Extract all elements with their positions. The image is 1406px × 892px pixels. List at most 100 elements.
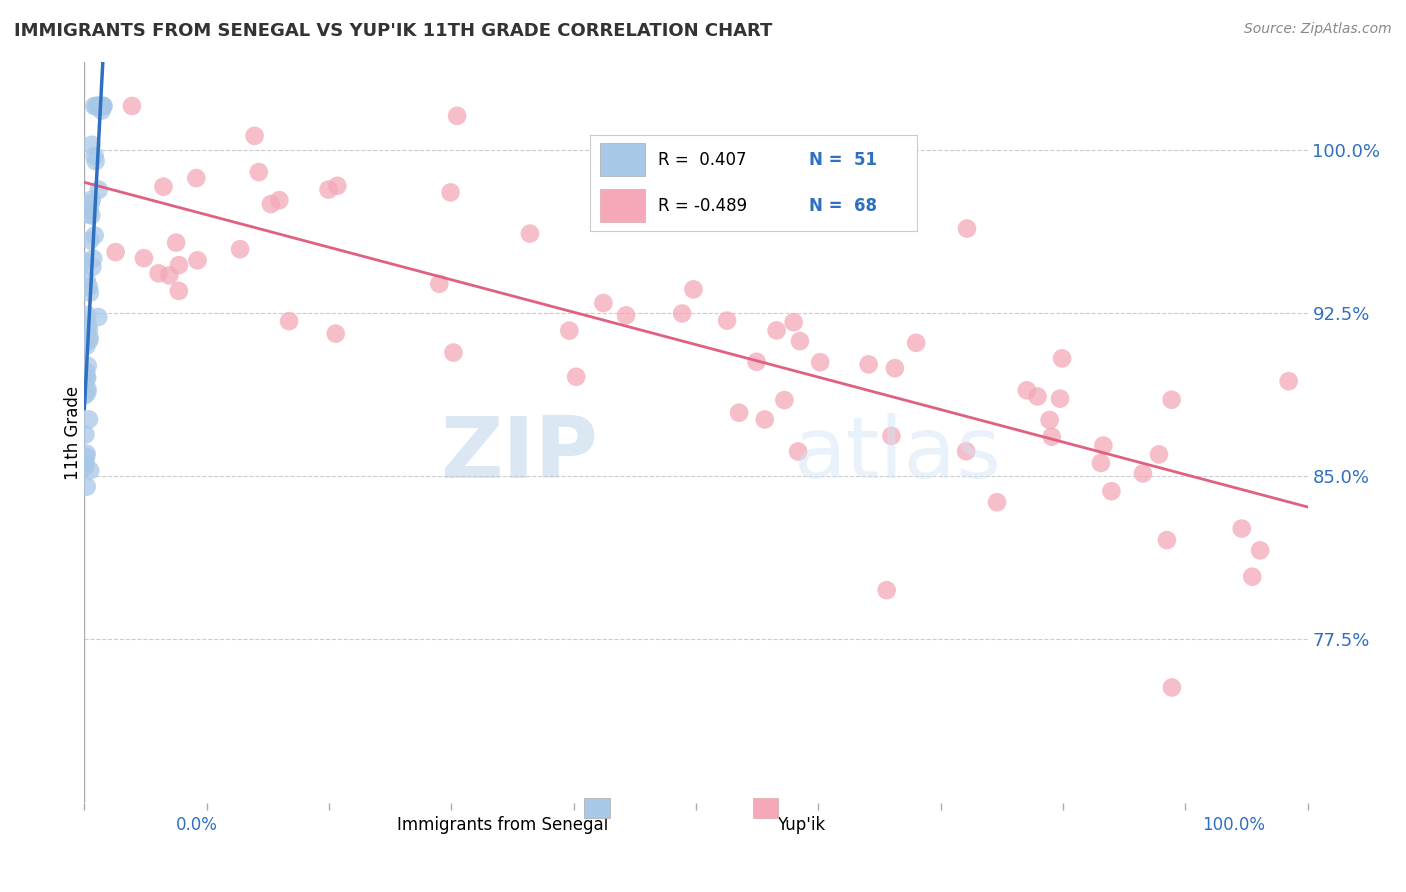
Point: [79, 234, 101, 248]
Point: [671, 306, 693, 320]
Point: [148, 266, 170, 280]
Point: [76, 273, 98, 287]
Point: [1132, 467, 1154, 481]
Point: [1092, 438, 1115, 452]
Point: [121, 99, 143, 113]
Point: [955, 444, 977, 458]
Point: [77, 207, 100, 221]
Point: [592, 296, 614, 310]
Point: [90, 99, 112, 113]
Point: [167, 284, 190, 298]
Point: [439, 186, 461, 200]
Bar: [599, 144, 645, 176]
Point: [1156, 533, 1178, 547]
Point: [1050, 351, 1073, 366]
Point: [82, 260, 104, 274]
Text: 0.0%: 0.0%: [176, 816, 218, 834]
Y-axis label: 11th Grade: 11th Grade: [63, 385, 82, 480]
Text: Immigrants from Senegal: Immigrants from Senegal: [396, 816, 607, 834]
Point: [782, 315, 804, 329]
Point: [624, 186, 647, 200]
Text: N =  68: N = 68: [808, 196, 877, 215]
Point: [80, 137, 103, 152]
Point: [519, 227, 541, 241]
Text: ZIP: ZIP: [440, 413, 598, 496]
Point: [1161, 681, 1184, 695]
Text: 100.0%: 100.0%: [1202, 816, 1265, 834]
Point: [1026, 389, 1049, 403]
Point: [79, 463, 101, 477]
Point: [80, 209, 103, 223]
Point: [75, 456, 97, 470]
Point: [905, 335, 928, 350]
Point: [229, 242, 252, 256]
Point: [787, 444, 810, 458]
Point: [84, 99, 107, 113]
Point: [76, 382, 98, 396]
Point: [1015, 384, 1038, 398]
Point: [682, 282, 704, 296]
Point: [956, 221, 979, 235]
Point: [1278, 374, 1301, 388]
Point: [1099, 484, 1122, 499]
Point: [614, 309, 637, 323]
Point: [157, 268, 180, 283]
Point: [87, 310, 110, 324]
Point: [745, 355, 768, 369]
Point: [79, 331, 101, 345]
Point: [441, 345, 464, 359]
Point: [73, 460, 96, 475]
Point: [260, 197, 283, 211]
Point: [77, 279, 100, 293]
Point: [87, 99, 110, 113]
Point: [986, 495, 1008, 509]
Point: [167, 258, 190, 272]
Point: [876, 583, 898, 598]
Point: [773, 393, 796, 408]
Point: [79, 285, 101, 300]
Point: [77, 412, 100, 426]
Point: [1090, 456, 1112, 470]
Point: [728, 406, 751, 420]
Point: [716, 313, 738, 327]
Point: [76, 480, 98, 494]
Point: [1230, 522, 1253, 536]
Text: N =  51: N = 51: [808, 151, 877, 169]
Point: [858, 358, 880, 372]
Point: [75, 427, 97, 442]
Point: [558, 324, 581, 338]
Point: [90, 103, 112, 118]
Point: [76, 371, 98, 385]
Point: [427, 277, 450, 291]
Point: [132, 251, 155, 265]
Point: [765, 323, 787, 337]
Bar: [599, 189, 645, 222]
Point: [77, 318, 100, 333]
Point: [76, 447, 98, 461]
Point: [243, 128, 266, 143]
Point: [1160, 392, 1182, 407]
Point: [446, 109, 468, 123]
Point: [73, 254, 96, 268]
Point: [83, 228, 105, 243]
Point: [1241, 570, 1264, 584]
Text: atlas: atlas: [794, 413, 1002, 496]
Point: [326, 178, 349, 193]
Point: [86, 99, 108, 113]
Point: [84, 154, 107, 169]
Point: [165, 235, 187, 250]
Point: [83, 99, 105, 113]
Point: [278, 314, 301, 328]
Point: [318, 182, 340, 196]
Point: [808, 355, 831, 369]
Point: [80, 196, 103, 211]
Point: [1147, 447, 1170, 461]
Point: [565, 369, 588, 384]
Point: [152, 179, 174, 194]
Point: [75, 450, 97, 464]
Point: [76, 308, 98, 322]
Point: [104, 245, 127, 260]
Point: [76, 359, 98, 373]
Point: [87, 99, 110, 113]
Text: Source: ZipAtlas.com: Source: ZipAtlas.com: [1244, 22, 1392, 37]
